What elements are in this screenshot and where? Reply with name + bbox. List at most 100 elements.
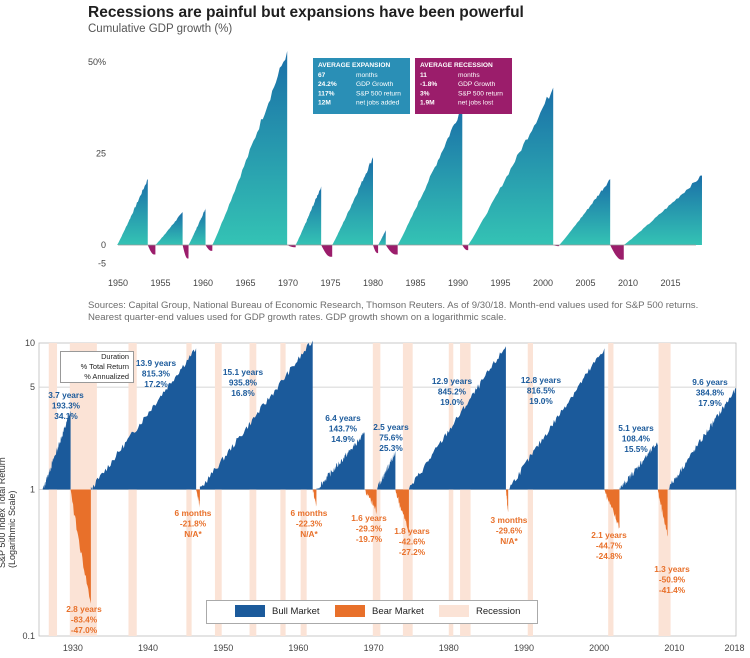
duration-key-box: Duration % Total Return % Annualized [60, 351, 134, 383]
bear-market-label: -22.3% [296, 519, 323, 529]
bear-market-area [196, 489, 200, 508]
average-recession-box-value: 1.9M [420, 100, 435, 107]
bear-market-area [505, 489, 509, 513]
bear-market-label: N/A* [300, 529, 318, 539]
expansion-area [378, 230, 386, 245]
bull-market-label: 75.6% [379, 433, 403, 443]
legend-bull-label: Bull Market [272, 605, 320, 617]
x-tick-label: 2010 [664, 643, 684, 653]
bear-market-label: 1.8 years [394, 526, 430, 536]
x-tick-label: 1970 [364, 643, 384, 653]
average-recession-box [415, 58, 512, 114]
recession-area [462, 245, 469, 251]
x-tick-label: 1950 [108, 278, 128, 288]
x-tick-label: 1975 [320, 278, 340, 288]
expansion-area [155, 212, 183, 245]
y-tick-label: 0.1 [22, 631, 35, 641]
x-tick-label: 1950 [213, 643, 233, 653]
bull-market-label: 3.7 years [48, 390, 84, 400]
y-tick-label: 5 [30, 382, 35, 392]
recession-area [147, 245, 156, 255]
bear-swatch [335, 605, 365, 617]
x-tick-label: 1995 [490, 278, 510, 288]
bear-market-label: N/A* [184, 529, 202, 539]
x-tick-label: 1980 [439, 643, 459, 653]
bull-market-area [619, 442, 658, 490]
x-tick-label: 1985 [405, 278, 425, 288]
bear-market-area [657, 489, 668, 537]
bull-market-area [90, 348, 197, 490]
bear-market-label: -50.9% [659, 575, 686, 585]
average-recession-box-value: 3% [420, 90, 430, 97]
recession-area [205, 245, 213, 251]
bull-market-label: 19.0% [529, 396, 553, 406]
y-tick-label: -5 [98, 258, 106, 268]
bull-market-area [316, 431, 365, 490]
annualized-key-line: % Annualized [84, 372, 129, 381]
legend-bull: Bull Market [235, 605, 320, 617]
expansion-area [295, 186, 322, 245]
y-axis-label: S&P 500 Index Total Return (Logarithmic … [0, 457, 17, 568]
bear-market-label: -21.8% [180, 519, 207, 529]
bull-market-label: 935.8% [229, 378, 258, 388]
average-recession-box-label: GDP Growth [458, 81, 496, 88]
average-expansion-box-label: S&P 500 return [356, 90, 401, 97]
recession-swatch [439, 605, 469, 617]
bull-market-label: 15.1 years [223, 367, 264, 377]
sources-footnote: Sources: Capital Group, National Bureau … [88, 300, 699, 323]
bull-market-label: 143.7% [329, 424, 358, 434]
legend-bear: Bear Market [335, 605, 424, 617]
bull-market-label: 193.3% [52, 401, 81, 411]
y-tick-label: 10 [25, 338, 35, 348]
bull-market-label: 16.8% [231, 388, 255, 398]
bear-market-label: N/A* [500, 536, 518, 546]
bear-market-label: -83.4% [71, 615, 98, 625]
bull-market-label: 17.2% [144, 379, 168, 389]
x-tick-label: 1965 [235, 278, 255, 288]
bear-market-area [604, 489, 620, 529]
average-expansion-box-value: 67 [318, 72, 326, 79]
bull-market-label: 25.3% [379, 443, 403, 453]
bear-market-area [312, 489, 317, 507]
x-tick-label: 1960 [193, 278, 213, 288]
bear-market-area [364, 489, 377, 515]
recession-area [287, 245, 296, 248]
x-tick-label: 1940 [138, 643, 158, 653]
recession-area [385, 245, 398, 255]
bear-market-label: -42.6% [399, 537, 426, 547]
legend-recession-label: Recession [476, 605, 521, 617]
bear-market-label: -29.6% [496, 526, 523, 536]
x-tick-label: 2010 [618, 278, 638, 288]
average-expansion-box [313, 58, 410, 114]
average-expansion-box-label: months [356, 72, 378, 79]
bull-market-label: 17.9% [698, 398, 722, 408]
x-tick-label: 1990 [514, 643, 534, 653]
bear-market-area [395, 489, 409, 534]
expansion-area [332, 157, 373, 245]
x-tick-label: 1970 [278, 278, 298, 288]
y-tick-label: 0 [101, 240, 106, 250]
average-recession-box-label: net jobs lost [458, 100, 493, 107]
x-tick-label: 1960 [288, 643, 308, 653]
average-expansion-box-label: GDP Growth [356, 81, 394, 88]
average-expansion-box-value: 12M [318, 100, 331, 107]
bear-market-label: 3 months [491, 515, 528, 525]
bear-market-label: 2.8 years [66, 604, 102, 614]
x-tick-label: 1955 [150, 278, 170, 288]
duration-key-line: Duration [101, 352, 129, 361]
bull-market-label: 5.1 years [618, 423, 654, 433]
y-tick-label: 50% [88, 57, 106, 67]
average-recession-box-label: months [458, 72, 480, 79]
bull-market-label: 816.5% [527, 386, 556, 396]
bull-market-label: 6.4 years [325, 413, 361, 423]
bull-swatch [235, 605, 265, 617]
bear-market-label: -19.7% [356, 534, 383, 544]
bull-market-label: 108.4% [622, 434, 651, 444]
bull-market-label: 19.0% [440, 397, 464, 407]
x-tick-label: 2015 [660, 278, 680, 288]
expansion-area [623, 175, 702, 245]
bull-market-area [408, 346, 506, 490]
average-recession-box-title: AVERAGE RECESSION [420, 62, 493, 69]
